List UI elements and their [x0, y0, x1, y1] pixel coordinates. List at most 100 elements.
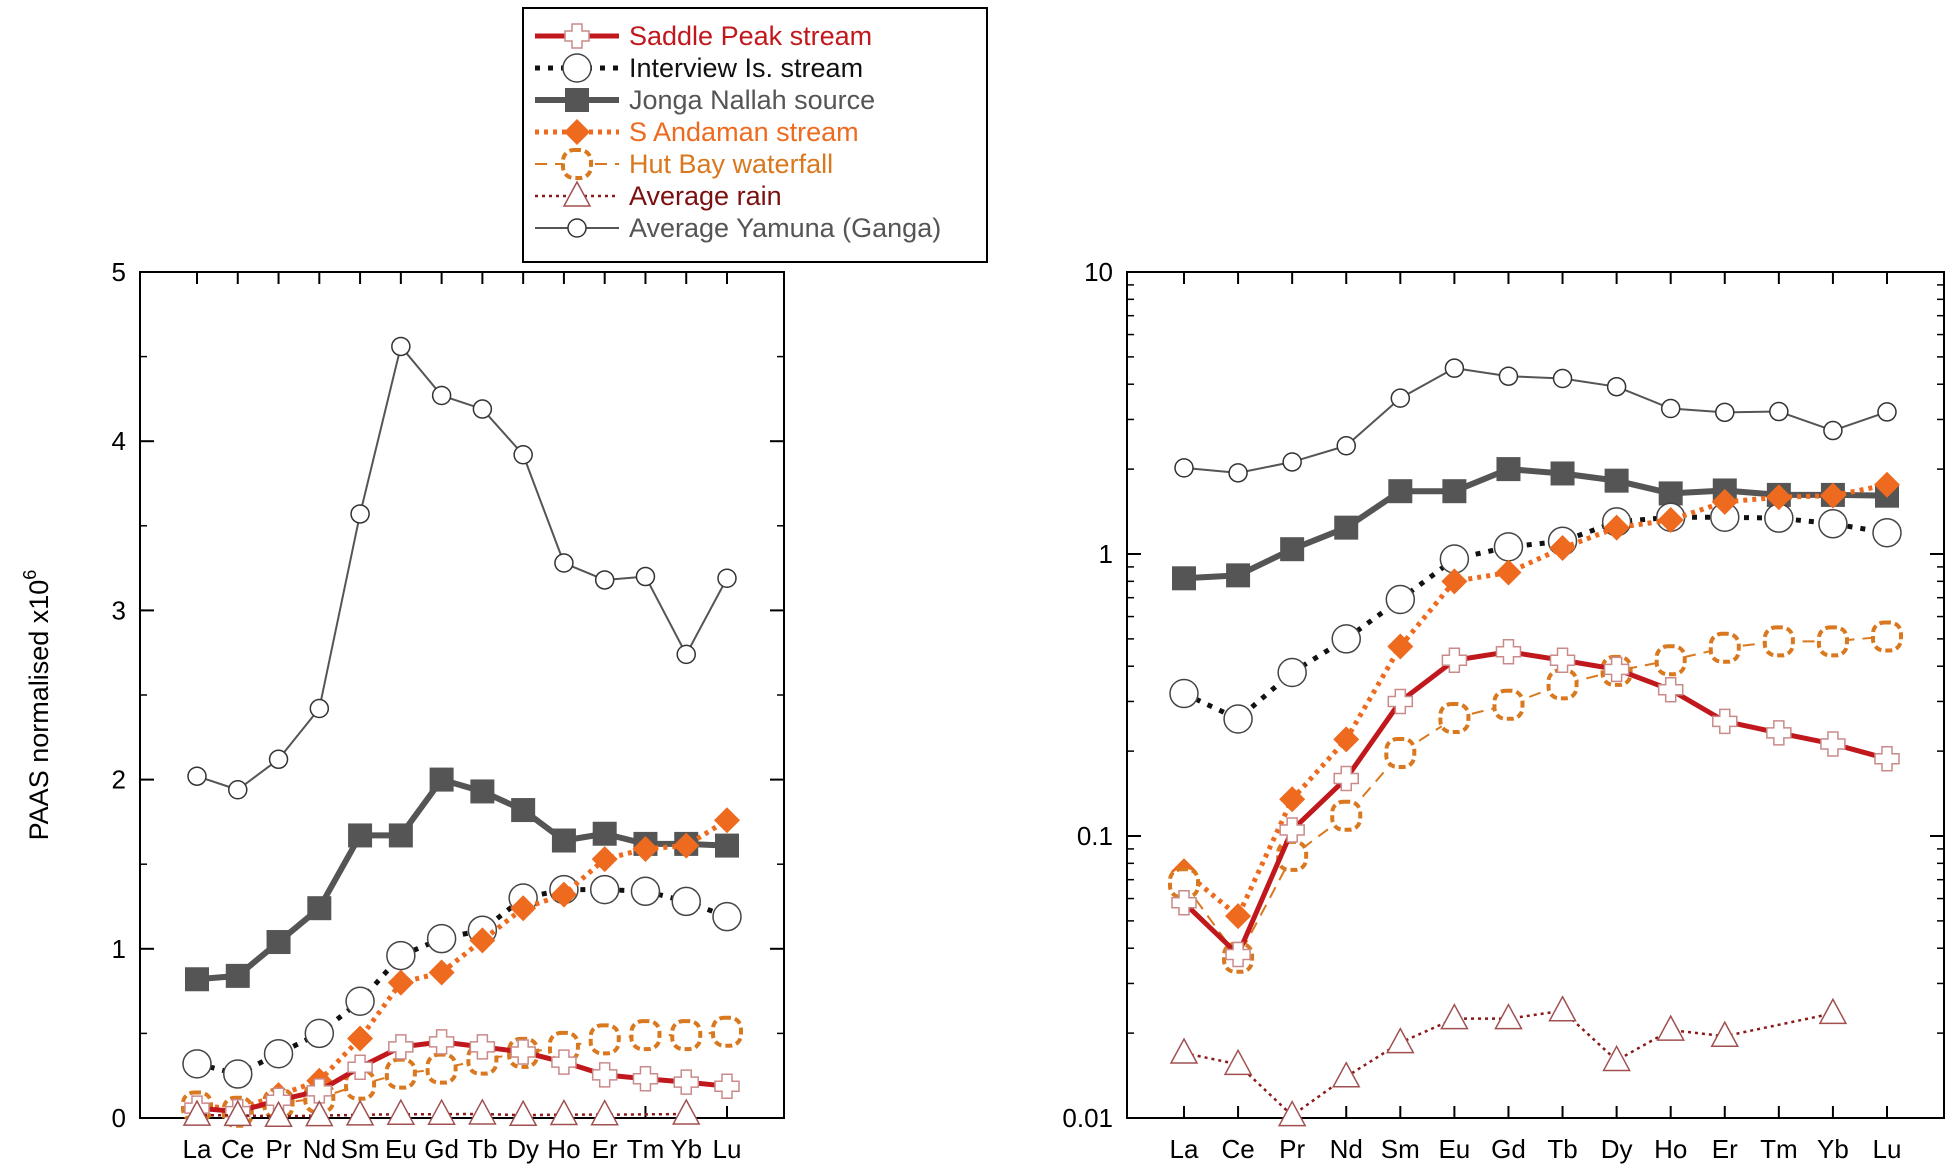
data-point-interview-is-stream	[223, 1059, 253, 1089]
x-tick-label-pr: Pr	[266, 1134, 292, 1164]
x-tick-label-gd: Gd	[424, 1134, 459, 1164]
data-point-average-rain	[1277, 1099, 1307, 1127]
data-point-s-andaman-stream	[673, 832, 700, 859]
y-axis-title-text: PAAS normalised x10	[24, 580, 54, 841]
series-s-andaman-stream	[1171, 471, 1900, 930]
x-tick-label-er: Er	[592, 1134, 618, 1164]
data-point-average-yamuna-ganga	[1282, 452, 1302, 472]
x-tick-label-er: Er	[1712, 1134, 1738, 1164]
data-point-average-yamuna-ganga	[1444, 358, 1465, 378]
data-point-average-yamuna-ganga	[635, 566, 656, 587]
data-point-jonga-nallah-source	[1280, 537, 1305, 562]
data-point-average-rain	[1818, 997, 1848, 1025]
data-point-interview-is-stream	[1331, 624, 1361, 654]
legend-label-s-andaman-stream: S Andaman stream	[629, 117, 859, 147]
data-point-saddle-peak-stream	[1549, 647, 1576, 673]
data-point-interview-is-stream	[1169, 678, 1199, 709]
data-point-average-yamuna-ganga	[391, 336, 411, 357]
data-point-average-rain	[1494, 1003, 1523, 1030]
legend-item-jonga-nallah-source: Jonga Nallah source	[535, 85, 875, 115]
data-point-s-andaman-stream	[1279, 786, 1306, 813]
data-point-s-andaman-stream	[510, 895, 537, 922]
data-point-s-andaman-stream	[1333, 726, 1360, 753]
y-tick-label: 0.01	[1062, 1103, 1113, 1133]
data-point-jonga-nallah-source	[429, 767, 454, 792]
data-point-average-rain	[1440, 1003, 1469, 1030]
legend-label-interview-is-stream: Interview Is. stream	[629, 53, 863, 83]
y-axis-title: PAAS normalised x106	[20, 570, 54, 841]
data-point-interview-is-stream	[671, 886, 701, 917]
data-point-interview-is-stream	[630, 876, 661, 907]
data-point-saddle-peak-stream	[591, 1062, 618, 1088]
data-point-average-rain	[1169, 1037, 1199, 1064]
data-point-jonga-nallah-source	[1172, 566, 1196, 591]
legend-item-hut-bay-waterfall: Hut Bay waterfall	[535, 148, 833, 180]
data-point-s-andaman-stream	[1657, 506, 1684, 533]
data-point-average-rain	[549, 1098, 579, 1126]
plot-frame	[1126, 271, 1945, 1119]
data-point-jonga-nallah-source	[470, 779, 495, 804]
data-point-saddle-peak-stream	[1441, 647, 1468, 673]
data-point-s-andaman-stream	[428, 959, 455, 986]
data-point-saddle-peak-stream	[1279, 817, 1305, 843]
data-point-saddle-peak-stream	[714, 1073, 740, 1099]
data-point-average-rain	[223, 1099, 253, 1127]
data-point-interview-is-stream	[1223, 704, 1253, 734]
data-point-interview-is-stream	[345, 986, 375, 1017]
legend-item-average-rain: Average rain	[535, 180, 782, 211]
data-point-hut-bay-waterfall	[425, 1052, 458, 1085]
series-jonga-nallah-source	[185, 767, 739, 992]
x-tick-label-nd: Nd	[1330, 1134, 1363, 1164]
x-tick-label-pr: Pr	[1279, 1134, 1305, 1164]
data-point-average-yamuna-ganga	[676, 644, 696, 665]
data-point-interview-is-stream	[386, 940, 416, 971]
data-point-saddle-peak-stream	[1657, 677, 1684, 703]
legend-item-interview-is-stream: Interview Is. stream	[535, 53, 863, 83]
data-point-hut-bay-waterfall	[1384, 736, 1417, 769]
y-tick-label: 5	[112, 257, 126, 287]
data-point-average-rain	[1331, 1061, 1361, 1088]
data-point-s-andaman-stream	[1603, 514, 1630, 541]
data-point-s-andaman-stream	[632, 835, 659, 862]
data-point-average-yamuna-ganga	[431, 385, 452, 406]
data-point-jonga-nallah-source	[348, 823, 373, 848]
legend-marker-jonga-nallah-source	[565, 88, 589, 112]
data-point-hut-bay-waterfall	[1816, 625, 1849, 658]
data-point-average-yamuna-ganga	[1877, 402, 1897, 422]
data-point-average-yamuna-ganga	[1390, 388, 1411, 408]
x-tick-label-sm: Sm	[1381, 1134, 1420, 1164]
data-point-jonga-nallah-source	[1226, 563, 1251, 588]
data-point-average-yamuna-ganga	[187, 766, 207, 786]
data-point-average-rain	[1386, 1027, 1415, 1054]
x-tick-label-tb: Tb	[1547, 1134, 1577, 1164]
data-point-average-rain	[671, 1098, 701, 1125]
data-point-average-rain	[182, 1099, 212, 1126]
data-point-hut-bay-waterfall	[670, 1019, 703, 1052]
data-point-hut-bay-waterfall	[711, 1015, 743, 1048]
data-point-average-yamuna-ganga	[594, 570, 615, 590]
data-point-average-yamuna-ganga	[1336, 436, 1356, 456]
legend-marker-hut-bay-waterfall	[561, 148, 593, 180]
y-tick-label: 1	[1099, 539, 1113, 569]
data-point-saddle-peak-stream	[428, 1029, 455, 1055]
data-point-saddle-peak-stream	[1874, 745, 1900, 772]
data-point-saddle-peak-stream	[551, 1049, 577, 1075]
x-tick-label-eu: Eu	[385, 1134, 417, 1164]
x-tick-label-ce: Ce	[221, 1134, 254, 1164]
data-point-saddle-peak-stream	[1171, 889, 1197, 916]
data-point-interview-is-stream	[712, 901, 742, 932]
data-point-saddle-peak-stream	[306, 1078, 333, 1104]
y-tick-label: 4	[112, 426, 126, 456]
data-point-s-andaman-stream	[1225, 903, 1252, 930]
series-average-yamuna-ganga	[187, 336, 737, 800]
data-point-hut-bay-waterfall	[1546, 668, 1579, 701]
data-point-interview-is-stream	[426, 923, 457, 954]
data-point-s-andaman-stream	[1819, 482, 1846, 509]
series-average-yamuna-ganga	[1174, 358, 1897, 483]
data-point-average-rain	[305, 1100, 334, 1127]
data-point-jonga-nallah-source	[511, 798, 536, 823]
data-point-hut-bay-waterfall	[1654, 644, 1687, 677]
x-tick-label-yb: Yb	[1817, 1134, 1849, 1164]
x-tick-label-la: La	[1170, 1134, 1199, 1164]
data-point-average-yamuna-ganga	[513, 444, 533, 465]
